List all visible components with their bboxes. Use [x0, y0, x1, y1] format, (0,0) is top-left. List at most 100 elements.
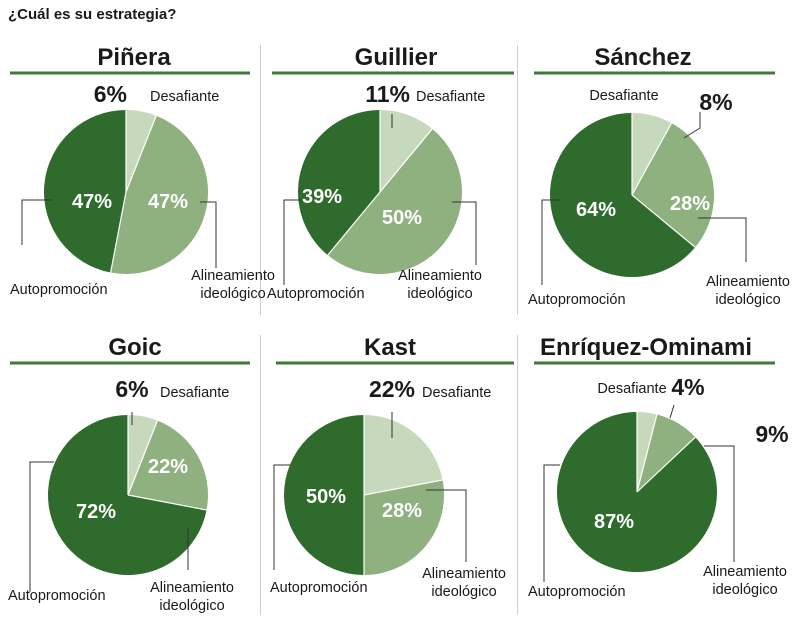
category-label-self: Autopromoción — [8, 588, 106, 604]
slice-separator — [636, 436, 696, 493]
category-label-challenger: Desafiante — [160, 385, 229, 401]
chart-title: Guillier — [355, 44, 438, 71]
pie-panel: Piñera 6% 47% 47% Desafiante Alineamiento ideo… — [0, 40, 275, 310]
leader-line — [21, 199, 52, 245]
value-label-self: 64% — [576, 199, 616, 221]
column-divider — [260, 45, 261, 315]
pie-slice-ideological — [632, 123, 714, 248]
value-label-self: 87% — [594, 511, 634, 533]
leader-line — [698, 217, 747, 262]
pie-panel: Enríquez-Ominami 4% 9% 87% Desafiante Alineam… — [520, 330, 789, 615]
value-label-ideological: 9% — [755, 421, 788, 447]
pie-slice-self — [284, 415, 364, 575]
chart-title: Piñera — [97, 44, 171, 71]
category-label-ideological: ideológico — [159, 598, 224, 614]
category-label-challenger: Desafiante — [416, 89, 485, 105]
pie-panel: Sánchez 8% 28% 64% Desafiante Alineamiento ide… — [520, 40, 790, 315]
slice-separator — [363, 479, 443, 496]
pie-slice-challenger — [632, 113, 672, 195]
value-label-ideological: 47% — [148, 191, 188, 213]
pie-slice-ideological — [128, 420, 208, 510]
pie-chart: Guillier 11% 50% 39% Desafiante Alineamiento i… — [267, 44, 514, 302]
leader-line — [541, 199, 560, 285]
chart-title: Enríquez-Ominami — [540, 334, 752, 361]
category-label-self: Autopromoción — [10, 282, 108, 298]
value-label-challenger: 6% — [115, 376, 148, 402]
pie-slice-ideological — [110, 115, 209, 275]
value-label-challenger: 6% — [94, 81, 127, 107]
column-divider — [517, 335, 518, 615]
chart-title: Kast — [364, 334, 416, 361]
category-label-ideological: Alineamiento — [150, 580, 234, 596]
leader-line — [283, 199, 302, 285]
category-label-self: Autopromoción — [528, 292, 626, 308]
pie-slice-challenger — [380, 110, 433, 192]
slice-separator — [125, 115, 157, 193]
category-label-ideological: ideológico — [200, 286, 265, 302]
leader-line — [426, 489, 467, 562]
leader-line — [273, 464, 290, 570]
leader-line — [543, 464, 560, 582]
column-divider — [260, 335, 261, 615]
pie-panel: Goic 6% 22% 72% Desafiante Alineamiento ideoló… — [0, 330, 258, 615]
category-label-ideological: ideológico — [715, 292, 780, 308]
pie-chart: Sánchez 8% 28% 64% Desafiante Alineamiento ide… — [528, 44, 790, 308]
pie-chart: Enríquez-Ominami 4% 9% 87% Desafiante Alineam… — [528, 334, 789, 600]
slice-separator — [379, 128, 433, 193]
category-label-ideological: Alineamiento — [706, 274, 790, 290]
category-label-ideological: Alineamiento — [398, 268, 482, 284]
value-label-self: 47% — [72, 191, 112, 213]
value-label-self: 72% — [76, 501, 116, 523]
page-title: ¿Cuál es su estrategia? — [8, 6, 177, 23]
chart-title: Sánchez — [594, 44, 691, 71]
column-divider — [517, 45, 518, 315]
pie-slice-challenger — [364, 415, 443, 495]
leader-line — [669, 404, 675, 419]
pie-slice-ideological — [364, 480, 444, 575]
leader-line — [704, 445, 735, 562]
value-label-challenger: 8% — [699, 89, 732, 115]
pie-slice-self — [298, 110, 380, 256]
category-label-ideological: ideológico — [431, 584, 496, 600]
category-label-self: Autopromoción — [267, 286, 365, 302]
pie-slice-self — [43, 110, 126, 273]
slice-separator — [327, 191, 381, 256]
pie-slice-self — [550, 113, 696, 277]
category-label-self: Autopromoción — [270, 580, 368, 596]
slice-separator — [127, 494, 207, 511]
leader-line — [683, 112, 701, 139]
pie-slice-ideological — [327, 128, 462, 274]
category-label-ideological: Alineamiento — [191, 268, 275, 284]
category-label-self: Autopromoción — [528, 584, 626, 600]
slice-separator — [631, 194, 696, 248]
value-label-ideological: 28% — [382, 500, 422, 522]
pie-slice-ideological — [637, 414, 696, 492]
pie-slice-self — [47, 415, 207, 575]
pie-panel: Guillier 11% 50% 39% Desafiante Alineamiento i… — [262, 40, 517, 310]
value-label-challenger: 22% — [369, 376, 415, 402]
category-label-ideological: Alineamiento — [422, 566, 506, 582]
pie-chart: Goic 6% 22% 72% Desafiante Alineamiento ideoló… — [8, 334, 250, 614]
pie-panel: Kast 22% 28% 50% Desafiante Alineamiento ideol… — [262, 330, 517, 615]
value-label-ideological: 22% — [148, 456, 188, 478]
category-label-ideological: ideológico — [407, 286, 472, 302]
category-label-ideological: Alineamiento — [703, 564, 787, 580]
category-label-challenger: Desafiante — [422, 385, 491, 401]
leader-line — [29, 461, 54, 592]
value-label-ideological: 28% — [670, 193, 710, 215]
category-label-challenger: Desafiante — [150, 89, 219, 105]
slice-separator — [631, 122, 673, 196]
value-label-self: 50% — [306, 486, 346, 508]
pie-chart: Kast 22% 28% 50% Desafiante Alineamiento ideol… — [270, 334, 514, 600]
value-label-challenger: 4% — [671, 374, 704, 400]
category-label-challenger: Desafiante — [589, 88, 658, 104]
slice-separator — [636, 414, 658, 493]
value-label-self: 39% — [302, 186, 342, 208]
pie-chart: Piñera 6% 47% 47% Desafiante Alineamiento ideo… — [10, 44, 275, 302]
value-label-ideological: 50% — [382, 207, 422, 229]
value-label-challenger: 11% — [365, 81, 410, 107]
slice-separator — [127, 420, 159, 496]
leader-line — [452, 201, 477, 265]
slice-separator — [110, 191, 127, 273]
category-label-ideological: ideológico — [712, 582, 777, 598]
